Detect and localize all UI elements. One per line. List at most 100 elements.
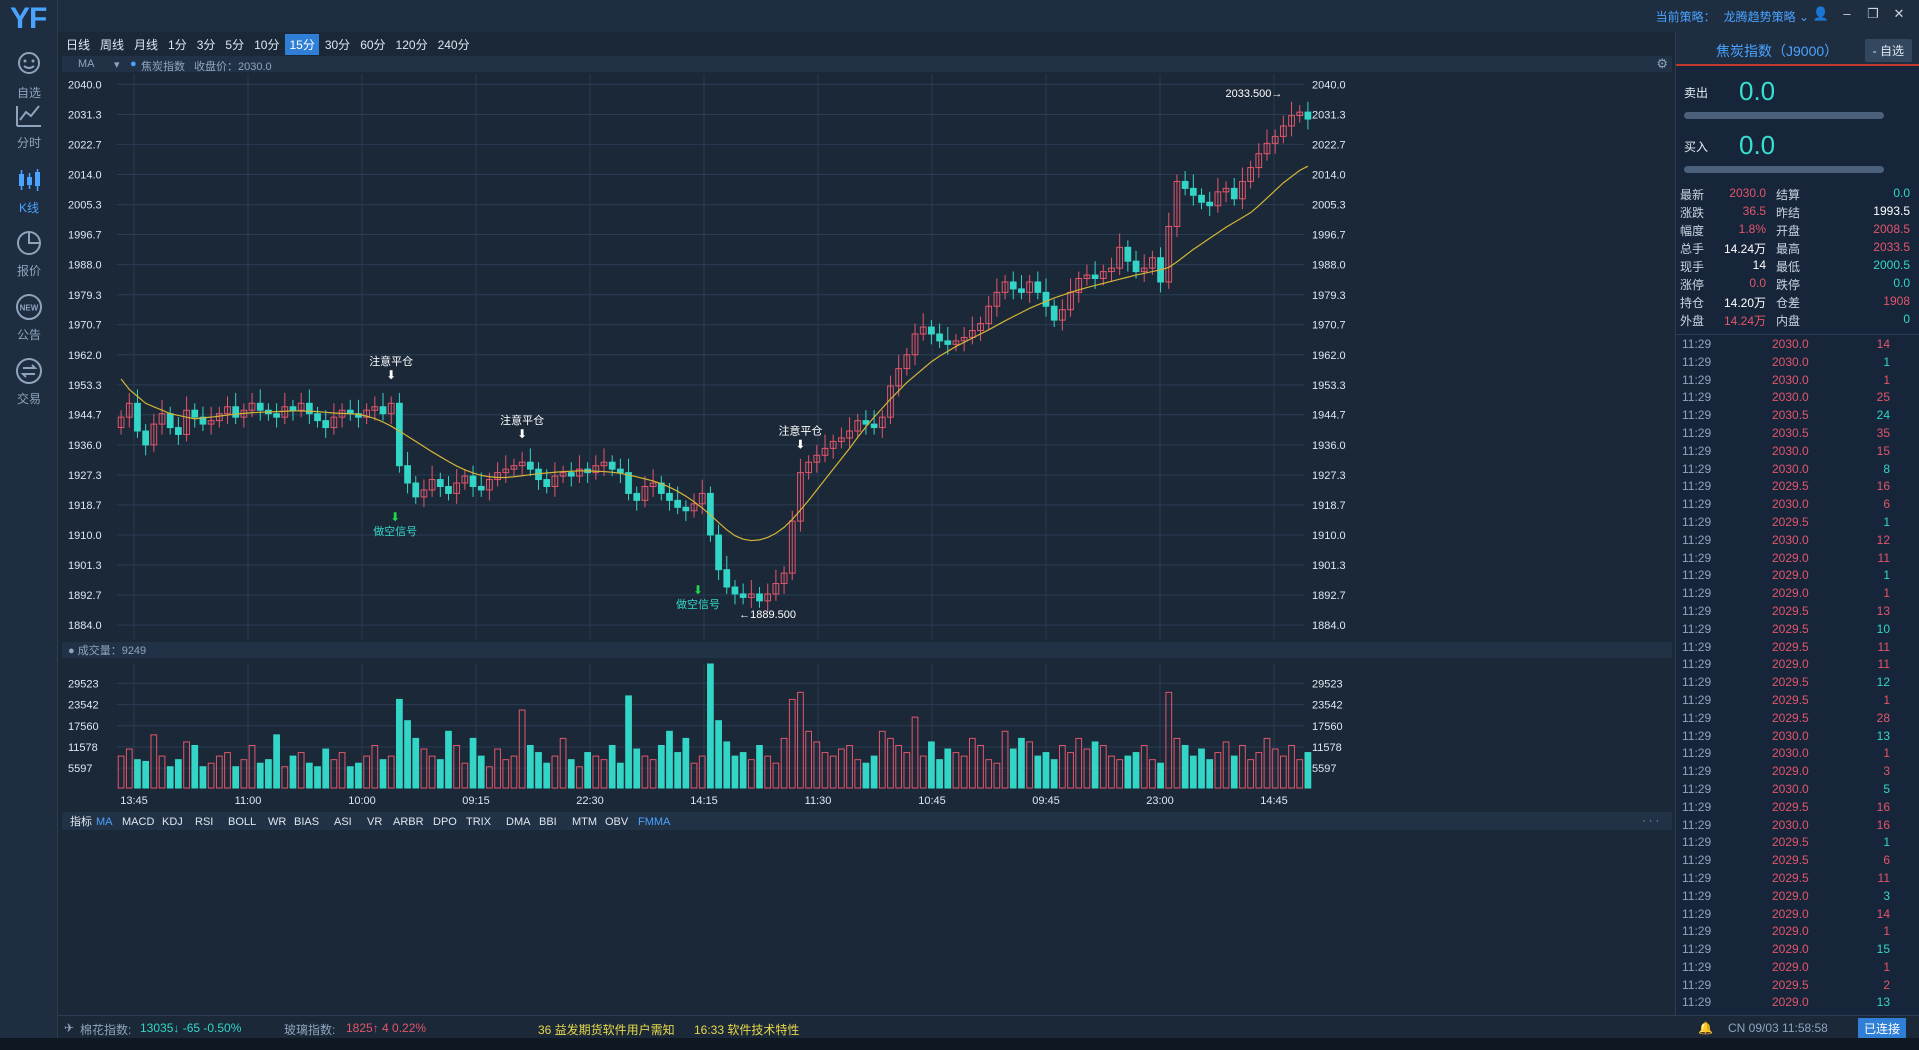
indicator-tab[interactable]: MTM	[572, 816, 597, 828]
indicator-tab[interactable]: MA	[96, 816, 113, 828]
candle-body	[952, 340, 960, 345]
rail-item-quote[interactable]: 报价	[0, 228, 58, 279]
indicator-tab[interactable]: WR	[268, 816, 286, 828]
ma-line	[120, 165, 1309, 542]
candle-body	[436, 479, 444, 487]
ma-dropdown-icon[interactable]: ▾	[114, 59, 120, 71]
stat-label: 开盘	[1776, 224, 1801, 238]
rail-item-timeshare[interactable]: 分时	[0, 100, 58, 151]
volume-bar	[183, 741, 190, 789]
indicator-tab[interactable]: RSI	[195, 816, 213, 828]
period-tab[interactable]: 3分	[196, 38, 216, 52]
news-item[interactable]: 16:33 软件技术特性	[694, 1023, 800, 1037]
candle-body	[248, 402, 256, 411]
stat-row: 持仓 14.20万 仓差 1908	[1680, 292, 1916, 310]
period-tab[interactable]: 30分	[324, 38, 351, 52]
ma-label[interactable]: MA	[78, 58, 95, 70]
period-tab[interactable]: 120分	[395, 38, 428, 52]
period-tab[interactable]: 日线	[66, 38, 91, 52]
tick-row: 11:29 2029.0 14	[1676, 905, 1919, 923]
indicator-tab[interactable]: ASI	[334, 816, 352, 828]
kline-chart[interactable]: ● 成交量：9249 2040.0 2040.0 2031.3 2031.3 2022.7…	[62, 74, 1672, 1038]
tick-price: 2029.5	[1772, 514, 1809, 529]
gear-icon[interactable]: ⚙	[1656, 56, 1668, 71]
volume-bar	[535, 752, 542, 789]
indicator-tab[interactable]: DMA	[506, 816, 531, 828]
rail-label: 公告	[16, 328, 41, 342]
user-icon[interactable]: 👤	[1812, 6, 1830, 21]
stat-label: 现手	[1680, 260, 1705, 274]
tick-row: 11:29 2030.5 24	[1676, 406, 1919, 424]
period-tab[interactable]: 240分	[437, 38, 470, 52]
indicator-tab[interactable]: ARBR	[393, 816, 424, 828]
rail-item-notice[interactable]: NEW 公告	[0, 292, 58, 343]
tick-time: 11:29	[1682, 853, 1712, 868]
volume-bar	[813, 741, 821, 789]
candle-body	[1009, 281, 1017, 290]
tick-list[interactable]: 11:29 2030.0 14 11:29 2030.0 1 11:29 2030.0 1 11:…	[1676, 334, 1919, 1034]
vol-tick-label: 11578	[68, 742, 98, 754]
indicator-tab[interactable]: MACD	[122, 816, 154, 828]
y-tick-label-right: 2040.0	[1312, 79, 1346, 91]
volume-bar	[1214, 752, 1222, 789]
minimize-button[interactable]: –	[1843, 6, 1851, 21]
tick-row: 11:29 2029.5 10	[1676, 620, 1919, 638]
volume-bar	[1247, 759, 1254, 789]
candle-body	[862, 420, 870, 425]
candle-body	[698, 492, 706, 505]
period-tab[interactable]: 月线	[134, 38, 159, 52]
indicator-tab[interactable]: TRIX	[466, 816, 492, 828]
volume-bar	[723, 741, 731, 789]
bell-icon[interactable]: 🔔	[1698, 1021, 1713, 1035]
stat-label: 涨停	[1680, 278, 1705, 292]
more-icon[interactable]: · · ·	[1642, 815, 1659, 827]
period-tab[interactable]: 60分	[360, 38, 386, 52]
candle-body	[445, 485, 452, 494]
indicator-tab[interactable]: 指标	[70, 814, 92, 828]
stat-value: 2000.5	[1873, 258, 1910, 272]
period-tab[interactable]: 5分	[225, 38, 245, 52]
candle-body	[1018, 288, 1025, 293]
rail-label: 交易	[16, 392, 41, 406]
volume-bar	[1083, 748, 1091, 789]
indicator-tab[interactable]: BIAS	[294, 816, 319, 828]
period-tab[interactable]: 周线	[100, 38, 125, 52]
period-tab[interactable]: 10分	[254, 38, 280, 52]
indicator-tab[interactable]: VR	[367, 816, 382, 828]
indicator-tab[interactable]: KDJ	[162, 816, 183, 828]
candle-body	[1050, 305, 1058, 321]
candle-body	[846, 430, 853, 439]
period-tab[interactable]: 1分	[168, 38, 187, 52]
news-item[interactable]: 36 益发期货软件用户需知	[538, 1023, 675, 1037]
indicator-tab[interactable]: BBI	[539, 816, 557, 828]
tick-volume: 25	[1876, 390, 1890, 405]
rail-item-kline[interactable]: K线	[0, 165, 58, 216]
tick-price: 2029.0	[1772, 550, 1809, 565]
candle-body	[150, 423, 158, 446]
y-tick-label: 1996.7	[68, 229, 102, 241]
tick-time: 11:29	[1682, 746, 1712, 761]
candle-body	[125, 402, 133, 418]
rail-item-watchlist[interactable]: 自选	[0, 50, 58, 101]
indicator-tab[interactable]: DPO	[433, 816, 457, 828]
tick-price: 2030.0	[1772, 372, 1809, 387]
candle-body	[788, 520, 796, 574]
tick-row: 11:29 2029.5 6	[1676, 851, 1919, 869]
rail-item-trade[interactable]: 交易	[0, 356, 58, 407]
tick-volume: 2	[1883, 977, 1890, 992]
taskbar	[0, 1038, 1919, 1050]
indicator-tab[interactable]: BOLL	[228, 816, 256, 828]
close-price-label: 收盘价：2030.0	[194, 61, 272, 73]
strategy-selector[interactable]: 当前策略： 龙腾趋势策略 ⌄	[1656, 8, 1809, 25]
tick-row: 11:29 2030.0 5	[1676, 780, 1919, 798]
close-button[interactable]: ✕	[1893, 6, 1905, 21]
maximize-button[interactable]: ❐	[1867, 6, 1879, 21]
remove-watchlist-button[interactable]: - 自选	[1864, 39, 1912, 62]
volume-bar	[477, 755, 485, 789]
indicator-tab[interactable]: OBV	[605, 816, 629, 828]
indicator-tab[interactable]: FMMA	[638, 816, 671, 828]
tick-volume: 16	[1876, 817, 1890, 832]
tick-price: 2029.5	[1772, 675, 1809, 690]
period-tab[interactable]: 15分	[285, 34, 319, 55]
candle-body	[453, 482, 461, 494]
